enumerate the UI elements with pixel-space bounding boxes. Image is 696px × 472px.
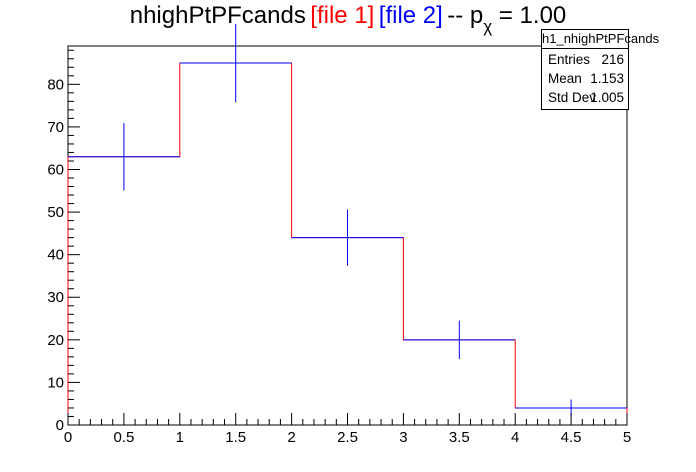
x-tick-label: 3.5 [449, 429, 470, 446]
stats-row-entries: Entries 216 [548, 50, 624, 70]
x-tick-label: 0 [64, 429, 72, 446]
series-file2-point [68, 123, 180, 191]
stats-label: Std Dev [548, 90, 597, 105]
x-tick-label: 3 [399, 429, 407, 446]
x-tick-label: 1.5 [225, 429, 246, 446]
title-main: nhighPtPFcands [129, 2, 306, 29]
series-file2-point [291, 209, 404, 266]
stats-value: 216 [601, 52, 624, 67]
title-file2: [file 2] [378, 2, 443, 29]
y-tick-label: 30 [47, 289, 64, 306]
y-tick-label: 20 [47, 332, 64, 349]
stats-value: 1.005 [590, 90, 624, 105]
stats-label: Entries [548, 52, 591, 67]
x-tick-label: 1 [176, 429, 184, 446]
stats-box: h1_nhighPtPFcands Entries 216 Mean 1.153… [541, 29, 659, 110]
title-suffix-b: = 1.00 [492, 2, 567, 29]
y-tick-label: 40 [47, 247, 64, 264]
stats-header: h1_nhighPtPFcands [542, 30, 659, 49]
y-tick-label: 10 [47, 374, 64, 391]
x-tick-label: 2.5 [337, 429, 358, 446]
title-subscript: χ [483, 17, 493, 36]
x-tick-label: 0.5 [113, 429, 134, 446]
x-tick-label: 4.5 [561, 429, 582, 446]
stats-label: Mean [548, 71, 582, 86]
x-tick-label: 2 [287, 429, 295, 446]
series-file2-point [403, 320, 516, 359]
y-tick-label: 60 [47, 161, 64, 178]
y-tick-label: 0 [56, 417, 64, 434]
title-suffix-a: -- p [447, 2, 484, 29]
x-tick-label: 4 [511, 429, 519, 446]
x-tick-label: 5 [623, 429, 631, 446]
y-tick-label: 80 [47, 76, 64, 93]
chart-title: nhighPtPFcands [file 1] [file 2] -- pχ =… [0, 2, 696, 36]
y-tick-label: 70 [47, 119, 64, 136]
series-file2-point [179, 23, 292, 103]
y-tick-label: 50 [47, 204, 64, 221]
stats-row-mean: Mean 1.153 [548, 69, 624, 89]
stats-row-stddev: Std Dev 1.005 [548, 88, 624, 108]
title-file1: [file 1] [310, 2, 375, 29]
stats-value: 1.153 [590, 71, 624, 86]
